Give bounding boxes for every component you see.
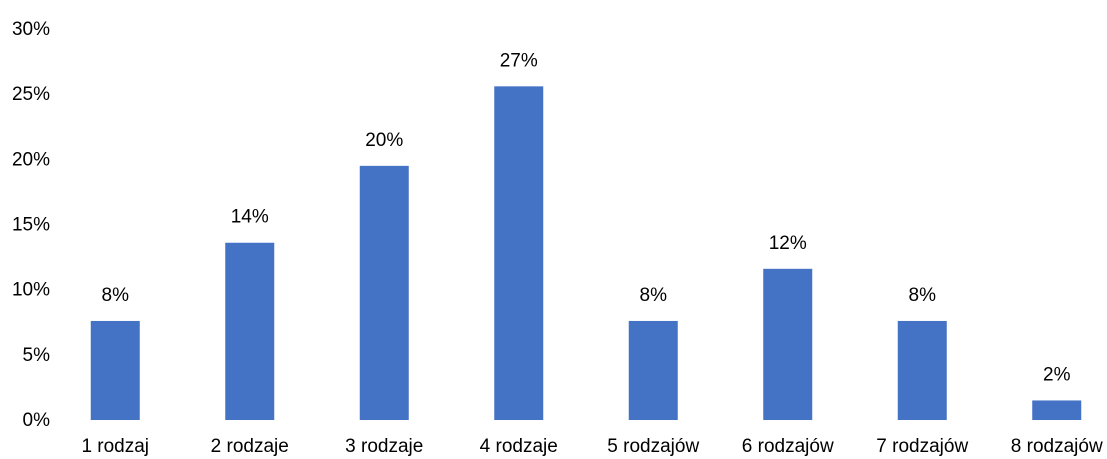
bar (90, 320, 140, 420)
data-label: 8% (640, 285, 668, 306)
y-tick-label: 10% (12, 280, 50, 301)
bars (90, 86, 1082, 420)
category-label: 4 rodzaje (480, 436, 558, 457)
data-label: 14% (231, 207, 269, 228)
category-label: 6 rodzajów (742, 436, 834, 457)
y-tick-label: 20% (12, 149, 50, 170)
bar (1032, 400, 1082, 420)
data-label: 27% (500, 50, 538, 71)
y-tick-label: 25% (12, 84, 50, 105)
category-label: 5 rodzajów (607, 436, 699, 457)
category-label: 2 rodzaje (211, 436, 289, 457)
data-label: 8% (909, 285, 937, 306)
data-label: 12% (769, 233, 807, 254)
y-tick-label: 0% (23, 410, 51, 431)
bar (494, 86, 544, 420)
bar (225, 242, 275, 420)
x-axis: 1 rodzaj 2 rodzaje 3 rodzaje 4 rodzaje 5 rod… (81, 436, 1103, 457)
category-label: 1 rodzaj (81, 436, 149, 457)
category-label: 8 rodzajów (1011, 436, 1103, 457)
category-label: 7 rodzajów (876, 436, 968, 457)
category-label: 3 rodzaje (345, 436, 423, 457)
data-label: 8% (102, 285, 130, 306)
y-tick-label: 5% (23, 345, 51, 366)
bar (359, 165, 409, 420)
y-axis: 0% 5% 10% 15% 20% 25% 30% (12, 19, 50, 431)
data-labels: 8% 14% 20% 27% 8% 12% 8% 2% (102, 50, 1071, 385)
bar (628, 320, 678, 420)
bar (897, 320, 947, 420)
data-label: 20% (365, 130, 403, 151)
y-tick-label: 30% (12, 19, 50, 40)
data-label: 2% (1043, 364, 1071, 385)
y-tick-label: 15% (12, 215, 50, 236)
bar (763, 268, 813, 420)
